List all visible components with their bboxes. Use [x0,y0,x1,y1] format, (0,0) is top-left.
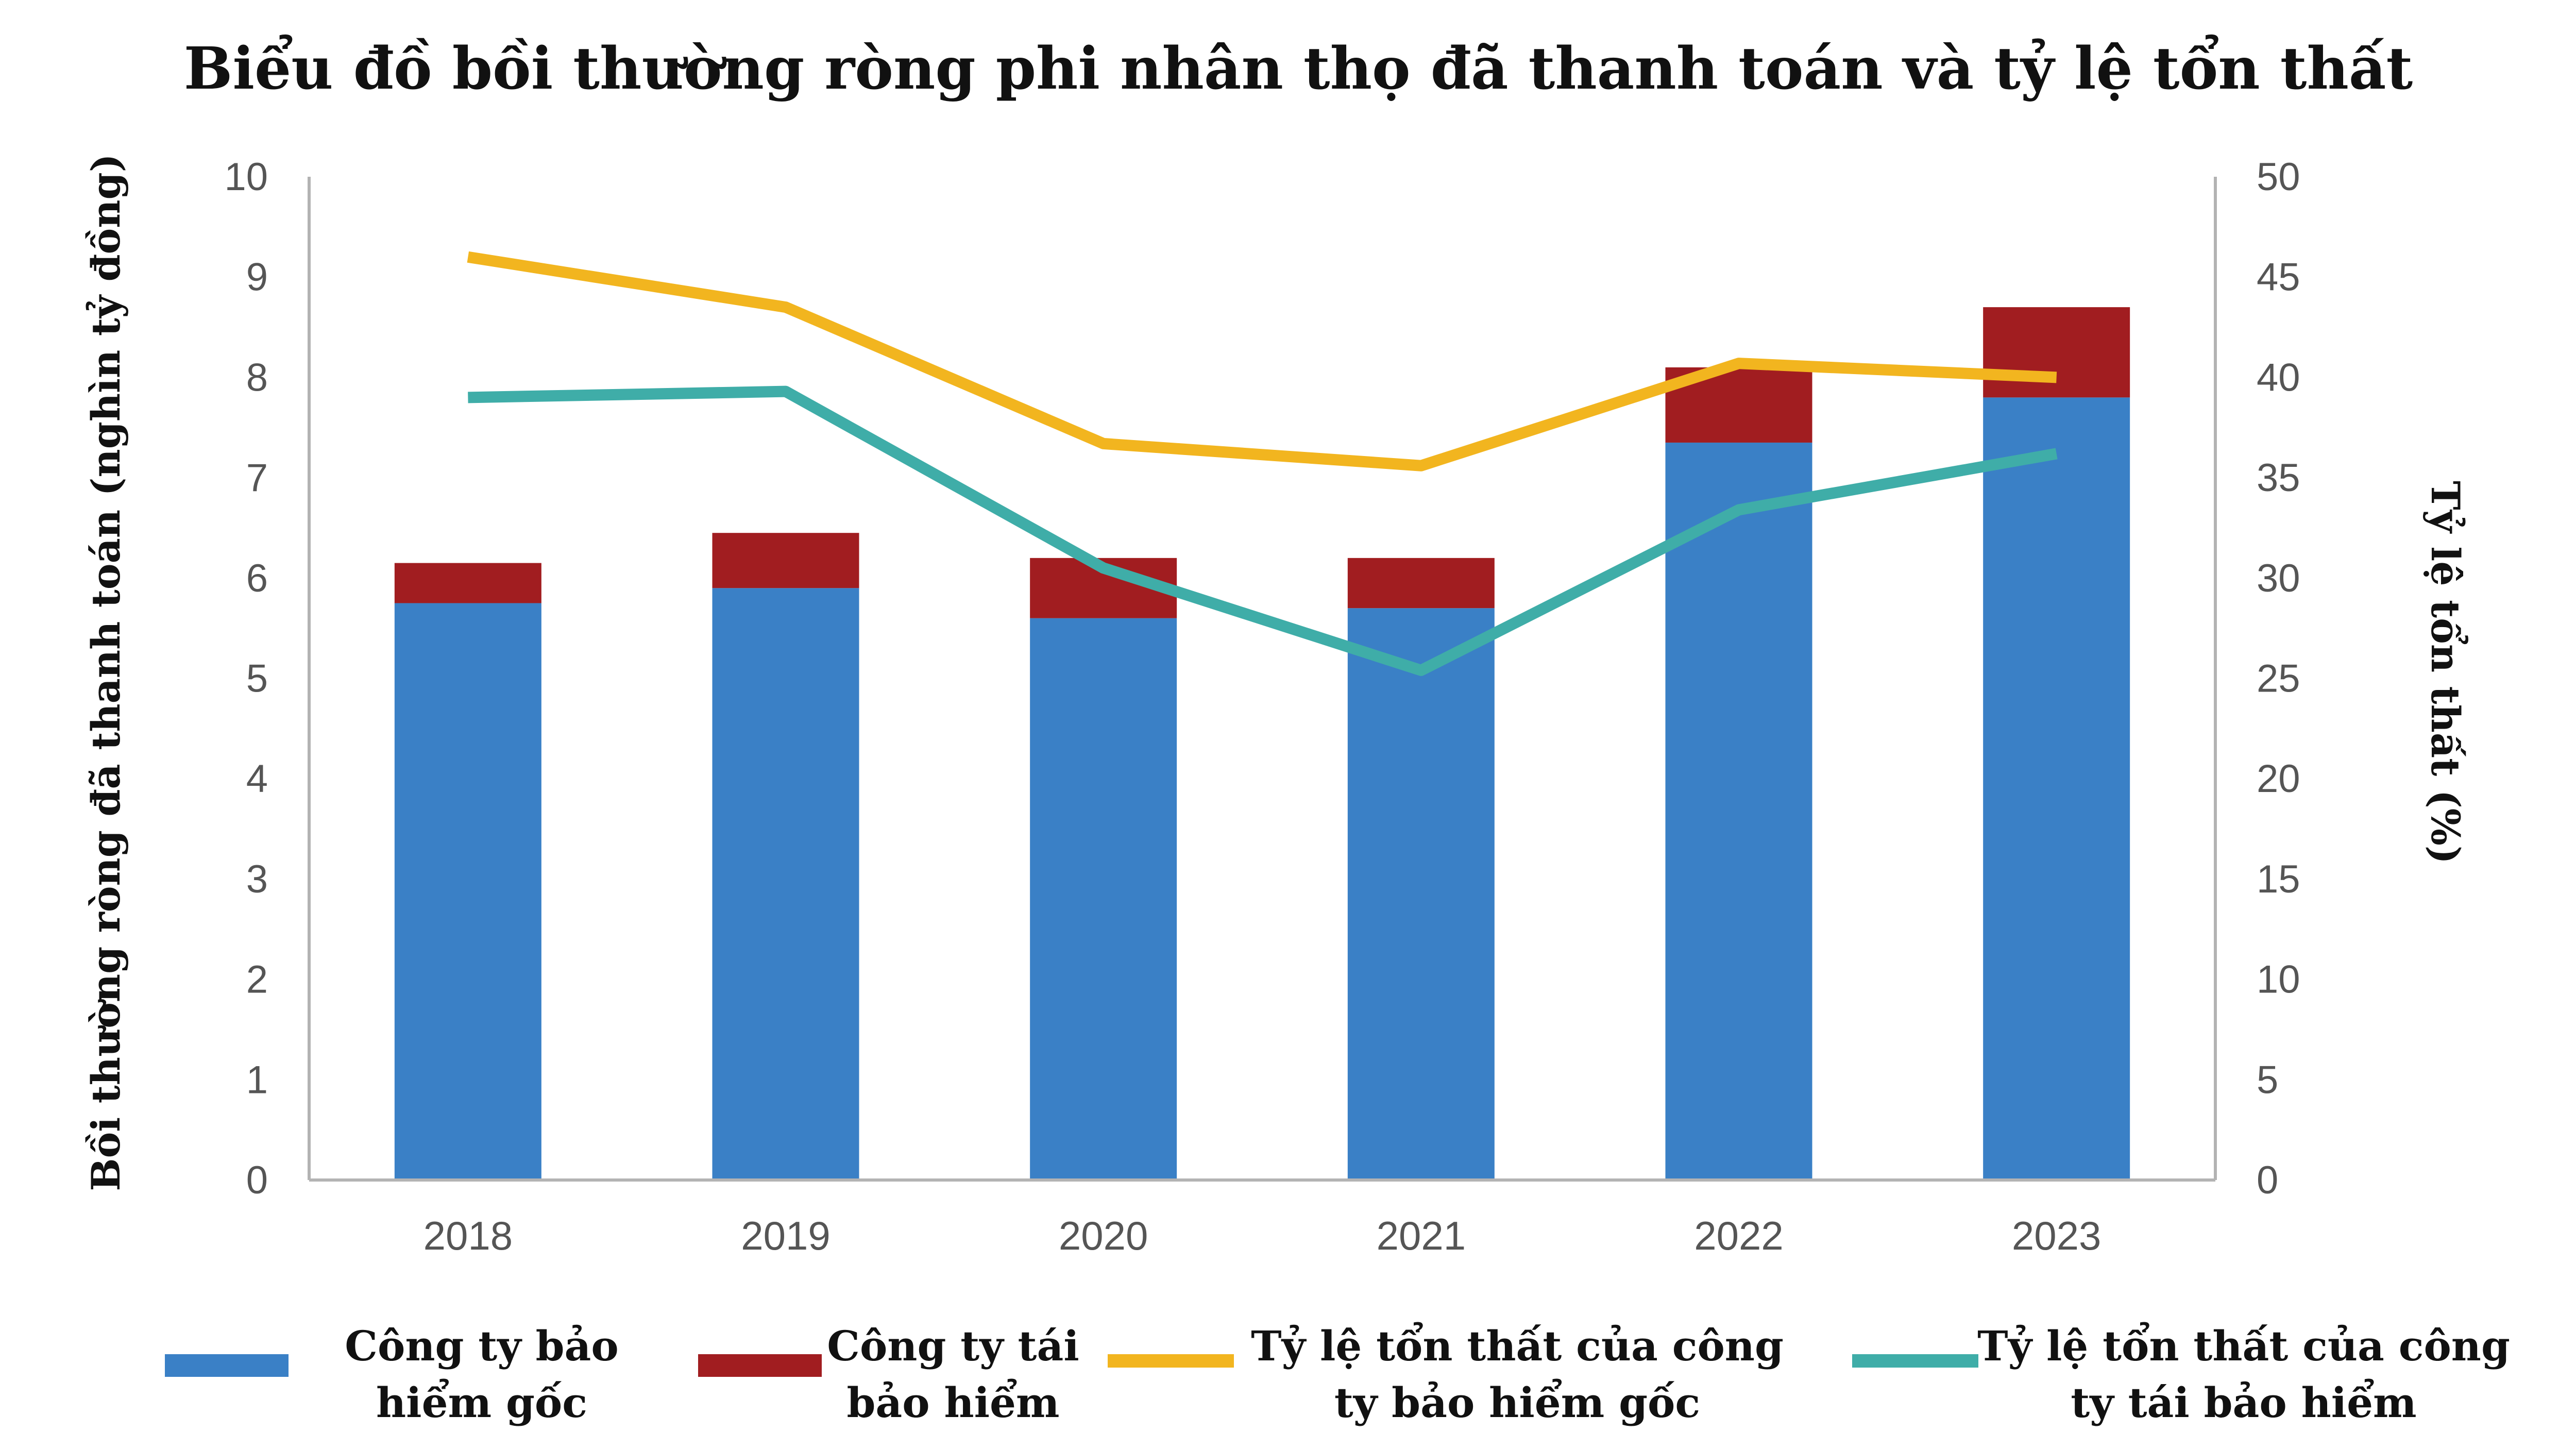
bar-bao-hiem-goc [394,603,541,1180]
y-axis-left-label: Bồi thường ròng đã thanh toán (nghìn tỷ … [83,154,129,1191]
y-tick-right-label: 0 [2257,1158,2278,1202]
y-tick-left-label: 0 [246,1158,268,1202]
y-tick-right-label: 10 [2257,958,2300,1002]
y-tick-right-label: 5 [2257,1058,2278,1102]
y-tick-right-label: 30 [2257,557,2300,600]
legend-label: Tỷ lệ tổn thất của công [1251,1321,1784,1370]
y-tick-left-label: 10 [224,155,268,199]
y-tick-left-label: 5 [246,657,268,701]
legend-line-swatch [1108,1354,1234,1368]
y-tick-right-label: 45 [2257,256,2300,299]
bar-tai-bao-hiem [1983,307,2130,398]
y-tick-left-label: 1 [246,1058,268,1102]
legend-label: ty bảo hiểm gốc [1334,1378,1700,1427]
bar-tai-bao-hiem [394,563,541,603]
bar-tai-bao-hiem [712,533,859,588]
legend-bar-swatch [165,1354,289,1377]
bar-bao-hiem-goc [1030,618,1177,1180]
y-tick-right-label: 50 [2257,155,2300,199]
y-tick-right-label: 35 [2257,456,2300,500]
legend-label: ty tái bảo hiểm [2071,1378,2416,1427]
y-tick-left-label: 7 [246,456,268,500]
x-tick-label: 2021 [1377,1213,1466,1258]
x-tick-label: 2020 [1059,1213,1148,1258]
legend-label: bảo hiểm [846,1378,1059,1427]
x-tick-label: 2018 [423,1213,513,1258]
y-tick-left-label: 4 [246,757,268,801]
legend-label: Công ty tái [827,1322,1079,1370]
legend-label: Công ty bảo [345,1322,618,1370]
line-ty-le-ton-that-tai [468,385,2058,676]
y-tick-left-label: 8 [246,356,268,399]
chart-title: Biểu đồ bồi thường ròng phi nhân thọ đã … [184,35,2413,103]
y-tick-left-label: 2 [246,958,268,1002]
y-tick-left-label: 9 [246,256,268,299]
x-tick-label: 2022 [1694,1213,1784,1258]
bar-bao-hiem-goc [1347,608,1495,1180]
legend-line-swatch [1852,1354,1978,1368]
x-tick-label: 2019 [741,1213,831,1258]
y-tick-right-label: 25 [2257,657,2300,701]
bar-bao-hiem-goc [1665,442,1812,1180]
y-tick-left-label: 6 [246,557,268,600]
y-tick-left-label: 3 [246,857,268,901]
y-tick-right-label: 20 [2257,757,2300,801]
line-ty-le-ton-that-goc [467,251,2057,471]
y-axis-right-label: Tỷ lệ tổn thất (%) [2422,481,2469,864]
bar-bao-hiem-goc [1983,397,2130,1180]
bar-tai-bao-hiem [1347,558,1495,609]
legend-bar-swatch [698,1354,822,1377]
y-tick-right-label: 40 [2257,356,2300,399]
y-tick-right-label: 15 [2257,857,2300,901]
legend-label: Tỷ lệ tổn thất của công [1977,1321,2510,1370]
legend-label: hiểm gốc [376,1378,587,1427]
x-tick-label: 2023 [2012,1213,2102,1258]
bar-bao-hiem-goc [712,588,859,1180]
